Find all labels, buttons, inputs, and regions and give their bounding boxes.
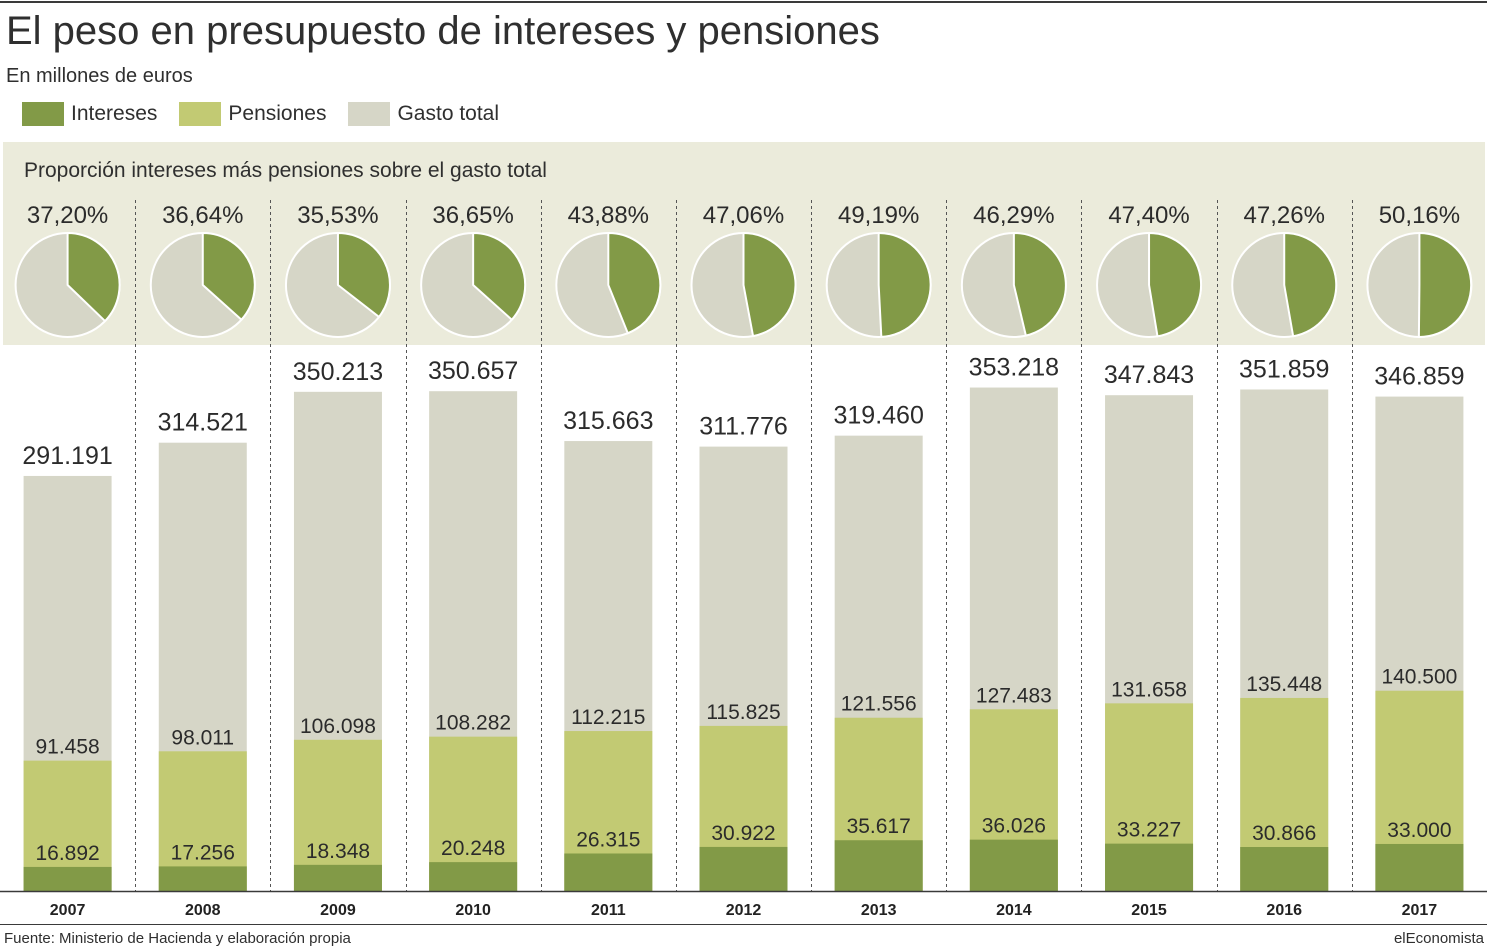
bar-intereses [564,853,653,891]
value-label-pensiones: 106.098 [300,715,376,738]
year-label: 2010 [455,902,491,919]
legend-swatch-pensiones [179,102,222,126]
pie-share-slice [336,232,391,318]
year-label: 2008 [185,902,221,919]
pie-percent-label: 49,19% [838,202,919,229]
bar-intereses [158,866,247,891]
brand-name: elEconomista [1393,930,1484,947]
pie-share-slice [1283,232,1338,338]
bar-intereses [1240,847,1329,891]
value-label-intereses: 33.000 [1387,819,1451,842]
value-label-intereses: 20.248 [441,837,505,860]
bar-intereses [969,839,1058,891]
value-label-intereses: 30.922 [711,822,775,845]
bar-intereses [1375,843,1464,891]
pie-percent-label: 36,64% [162,202,243,229]
value-label-pensiones: 131.658 [1111,678,1187,701]
pie-share-slice [1012,232,1067,337]
year-label: 2015 [1131,902,1167,919]
pie-percent-label: 46,29% [973,202,1054,229]
value-label-gasto-total: 315.663 [563,407,653,435]
year-label: 2016 [1266,902,1302,919]
value-label-intereses: 36.026 [982,815,1046,838]
pie-share-slice [201,232,256,321]
legend-swatch-gasto-total [348,102,391,126]
year-label: 2013 [861,902,897,919]
bar-intereses [429,862,518,891]
value-label-gasto-total: 351.859 [1239,355,1329,383]
value-label-pensiones: 112.215 [571,706,645,729]
chart-title: El peso en presupuesto de intereses y pe… [6,9,880,53]
value-label-intereses: 35.617 [847,815,911,838]
value-label-intereses: 18.348 [306,840,370,863]
value-label-intereses: 16.892 [35,842,99,865]
legend-item-pensiones: Pensiones [179,101,326,127]
pie-percent-label: 36,65% [432,202,513,229]
value-label-pensiones: 121.556 [841,693,917,716]
top-rule [0,1,1487,3]
pie-share-slice [472,232,527,321]
pie-share-slice [66,232,121,323]
footer-rule [0,924,1487,925]
pie-share-slice [742,232,797,338]
bar-intereses [834,840,923,891]
value-label-intereses: 30.866 [1252,822,1316,845]
value-label-pensiones: 115.825 [706,701,780,724]
value-label-intereses: 26.315 [576,828,640,851]
value-label-intereses: 33.227 [1117,819,1181,842]
legend-item-gasto-total: Gasto total [348,101,499,127]
pie-percent-label: 47,06% [703,202,784,229]
value-label-pensiones: 108.282 [435,712,511,735]
value-label-gasto-total: 311.776 [699,413,788,441]
pie-share-slice [1148,232,1203,338]
value-label-gasto-total: 350.213 [293,358,383,386]
legend: Intereses Pensiones Gasto total [22,100,521,128]
bar-intereses [293,864,382,891]
value-label-gasto-total: 347.843 [1104,361,1194,389]
legend-label-gasto-total: Gasto total [397,102,500,125]
year-label: 2012 [726,902,762,919]
pie-share-slice [877,232,932,338]
legend-label-pensiones: Pensiones [228,102,327,125]
legend-swatch-intereses [22,102,64,126]
pie-percent-label: 47,26% [1244,202,1325,229]
value-label-intereses: 17.256 [171,841,235,864]
pie-share-slice [607,232,662,335]
value-label-gasto-total: 319.460 [833,402,923,430]
value-label-pensiones: 98.011 [171,726,234,749]
value-label-gasto-total: 346.859 [1374,363,1464,391]
pie-percent-label: 50,16% [1379,202,1460,229]
legend-item-intereses: Intereses [22,101,157,127]
value-label-gasto-total: 314.521 [158,409,248,437]
bar-intereses [23,866,112,891]
bar-intereses [699,846,788,891]
source-note: Fuente: Ministerio de Hacienda y elabora… [4,930,351,947]
value-label-gasto-total: 350.657 [428,357,518,385]
value-label-pensiones: 127.483 [976,684,1052,707]
value-label-pensiones: 140.500 [1381,666,1457,689]
pie-percent-label: 47,40% [1108,202,1189,229]
pie-percent-label: 43,88% [568,202,649,229]
year-label: 2014 [996,902,1032,919]
legend-label-intereses: Intereses [71,102,158,125]
year-label: 2009 [320,902,356,919]
year-label: 2017 [1402,902,1438,919]
proportion-title: Proporción intereses más pensiones sobre… [24,159,547,182]
pie-share-slice [1417,232,1473,339]
pie-percent-label: 37,20% [27,202,108,229]
value-label-pensiones: 91.458 [35,736,99,759]
year-label: 2007 [50,902,86,919]
bar-intereses [1105,843,1194,891]
pie-percent-label: 35,53% [297,202,378,229]
value-label-gasto-total: 353.218 [969,354,1059,382]
year-label: 2011 [591,902,626,919]
value-label-pensiones: 135.448 [1246,673,1322,696]
value-label-gasto-total: 291.191 [22,442,112,470]
chart-subtitle: En millones de euros [6,65,193,87]
